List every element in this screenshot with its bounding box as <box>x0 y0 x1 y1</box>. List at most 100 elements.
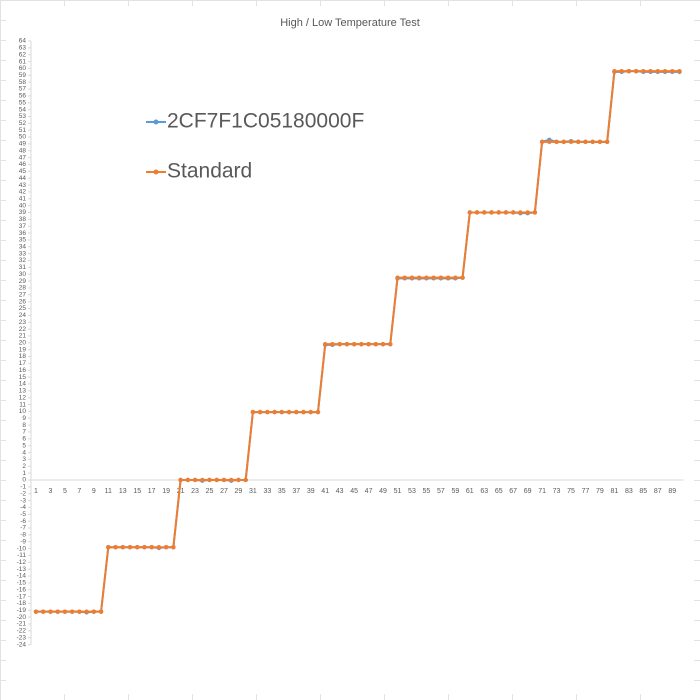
marker <box>62 609 68 614</box>
y-tick-label: -17 <box>17 593 27 600</box>
y-tick-label: -16 <box>17 586 27 593</box>
y-tick-label: 7 <box>22 429 26 436</box>
y-tick-label: 50 <box>19 134 27 141</box>
marker <box>344 341 350 347</box>
y-tick-label: 28 <box>19 285 27 292</box>
marker <box>510 210 516 215</box>
legend-label: 2CF7F1C05180000F <box>167 110 364 133</box>
marker <box>286 409 292 415</box>
y-tick-label: 3 <box>22 456 26 463</box>
marker <box>229 477 234 483</box>
marker <box>250 409 256 415</box>
legend-marker <box>153 169 159 175</box>
x-tick-label: 35 <box>278 488 286 495</box>
marker <box>561 139 566 145</box>
x-tick-label: 17 <box>148 488 156 495</box>
y-tick-label: -9 <box>20 538 26 545</box>
marker <box>655 68 660 74</box>
marker <box>597 139 603 145</box>
marker <box>308 409 313 415</box>
y-tick-label: 20 <box>19 340 27 347</box>
y-tick-label: 35 <box>19 237 27 244</box>
marker <box>98 609 104 614</box>
y-tick-label: 4 <box>22 449 26 456</box>
y-tick-label: 62 <box>19 51 27 58</box>
marker <box>518 210 523 215</box>
marker <box>91 609 97 614</box>
y-tick-label: 9 <box>22 415 26 422</box>
marker <box>467 210 472 215</box>
y-tick-label: -22 <box>17 628 27 635</box>
marker <box>33 609 39 614</box>
y-tick-label: -11 <box>17 552 26 559</box>
x-tick-label: 85 <box>639 488 647 495</box>
y-tick-label: -8 <box>20 532 26 539</box>
y-tick-label: -23 <box>17 634 27 641</box>
marker <box>539 139 545 145</box>
marker <box>576 139 581 145</box>
y-tick-label: 14 <box>19 381 27 388</box>
x-tick-label: 67 <box>509 488 517 495</box>
y-tick-label: 46 <box>19 161 27 168</box>
x-tick-label: 19 <box>162 488 170 495</box>
marker <box>142 545 147 550</box>
y-tick-label: 0 <box>22 477 26 484</box>
marker <box>445 275 451 280</box>
y-tick-label: -21 <box>17 621 27 628</box>
y-tick-label: 33 <box>19 250 27 257</box>
x-tick-label: 31 <box>249 488 257 495</box>
x-tick-label: 87 <box>654 488 662 495</box>
y-tick-label: 10 <box>19 408 27 415</box>
x-tick-label: 89 <box>668 488 676 495</box>
x-tick-label: 73 <box>553 488 561 495</box>
marker <box>351 341 357 347</box>
y-tick-label: -3 <box>20 497 26 504</box>
y-tick-label: -2 <box>20 490 26 497</box>
marker <box>113 545 118 550</box>
y-tick-label: 5 <box>22 442 26 449</box>
marker <box>612 68 617 74</box>
marker <box>120 545 125 550</box>
marker <box>330 341 335 347</box>
y-tick-label: 54 <box>19 106 27 113</box>
y-tick-label: 2 <box>22 463 26 470</box>
marker <box>149 545 154 550</box>
marker <box>359 341 364 347</box>
y-tick-label: 40 <box>19 202 27 209</box>
marker <box>409 275 415 280</box>
marker <box>395 275 400 280</box>
marker <box>156 545 162 550</box>
y-tick-label: 45 <box>19 168 27 175</box>
marker <box>496 210 501 215</box>
y-tick-label: -18 <box>17 600 27 607</box>
y-tick-label: 26 <box>19 298 27 305</box>
marker <box>525 210 530 215</box>
y-tick-label: 24 <box>19 312 27 319</box>
y-tick-label: 23 <box>19 319 27 326</box>
y-tick-label: 51 <box>19 127 27 134</box>
y-tick-label: 25 <box>19 305 27 312</box>
x-tick-label: 11 <box>105 488 112 495</box>
x-tick-label: 7 <box>77 488 81 495</box>
x-tick-label: 1 <box>34 488 38 495</box>
marker <box>633 68 639 74</box>
y-tick-label: 30 <box>19 271 27 278</box>
y-tick-label: -6 <box>20 518 26 525</box>
y-tick-label: -24 <box>17 641 27 648</box>
marker <box>373 341 379 347</box>
marker <box>662 68 668 74</box>
y-tick-label: 60 <box>19 65 27 72</box>
y-tick-label: 43 <box>19 182 27 189</box>
x-tick-label: 5 <box>63 488 67 495</box>
marker <box>163 545 169 550</box>
x-tick-label: 29 <box>235 488 243 495</box>
x-tick-label: 65 <box>495 488 503 495</box>
y-tick-label: 11 <box>19 401 26 408</box>
marker <box>127 545 133 550</box>
marker <box>604 139 610 145</box>
x-tick-label: 27 <box>220 488 228 495</box>
x-tick-label: 81 <box>611 488 619 495</box>
marker <box>619 68 624 74</box>
y-tick-label: 56 <box>19 93 27 100</box>
x-tick-label: 39 <box>307 488 315 495</box>
